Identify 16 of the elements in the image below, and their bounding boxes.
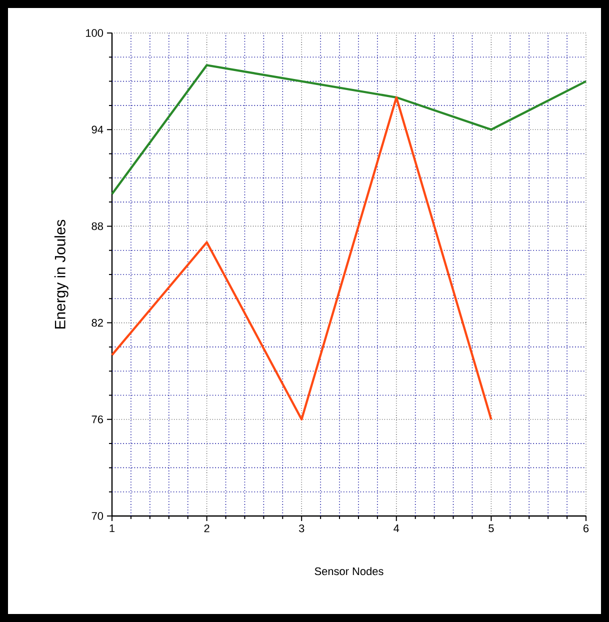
x-tick-label: 1 — [110, 524, 115, 532]
y-tick-label: 100 — [86, 29, 104, 37]
line-series — [110, 96, 492, 420]
y-tick-label: 82 — [92, 318, 103, 327]
y-tick-label: 70 — [92, 512, 104, 520]
x-tick-label: 4 — [394, 524, 400, 532]
x-tick-label: 3 — [298, 524, 304, 532]
x-tick-label: 5 — [488, 524, 494, 532]
x-axis-title: Sensor Nodes — [314, 567, 384, 576]
line-series — [110, 64, 588, 196]
y-tick-label: 94 — [92, 126, 104, 134]
y-tick-label: 88 — [92, 222, 103, 230]
x-tick-label: 2 — [204, 524, 210, 532]
y-axis-title: Energy in Joules — [54, 220, 68, 329]
y-tick-label: 76 — [92, 416, 103, 424]
x-tick-label: 6 — [584, 524, 589, 532]
